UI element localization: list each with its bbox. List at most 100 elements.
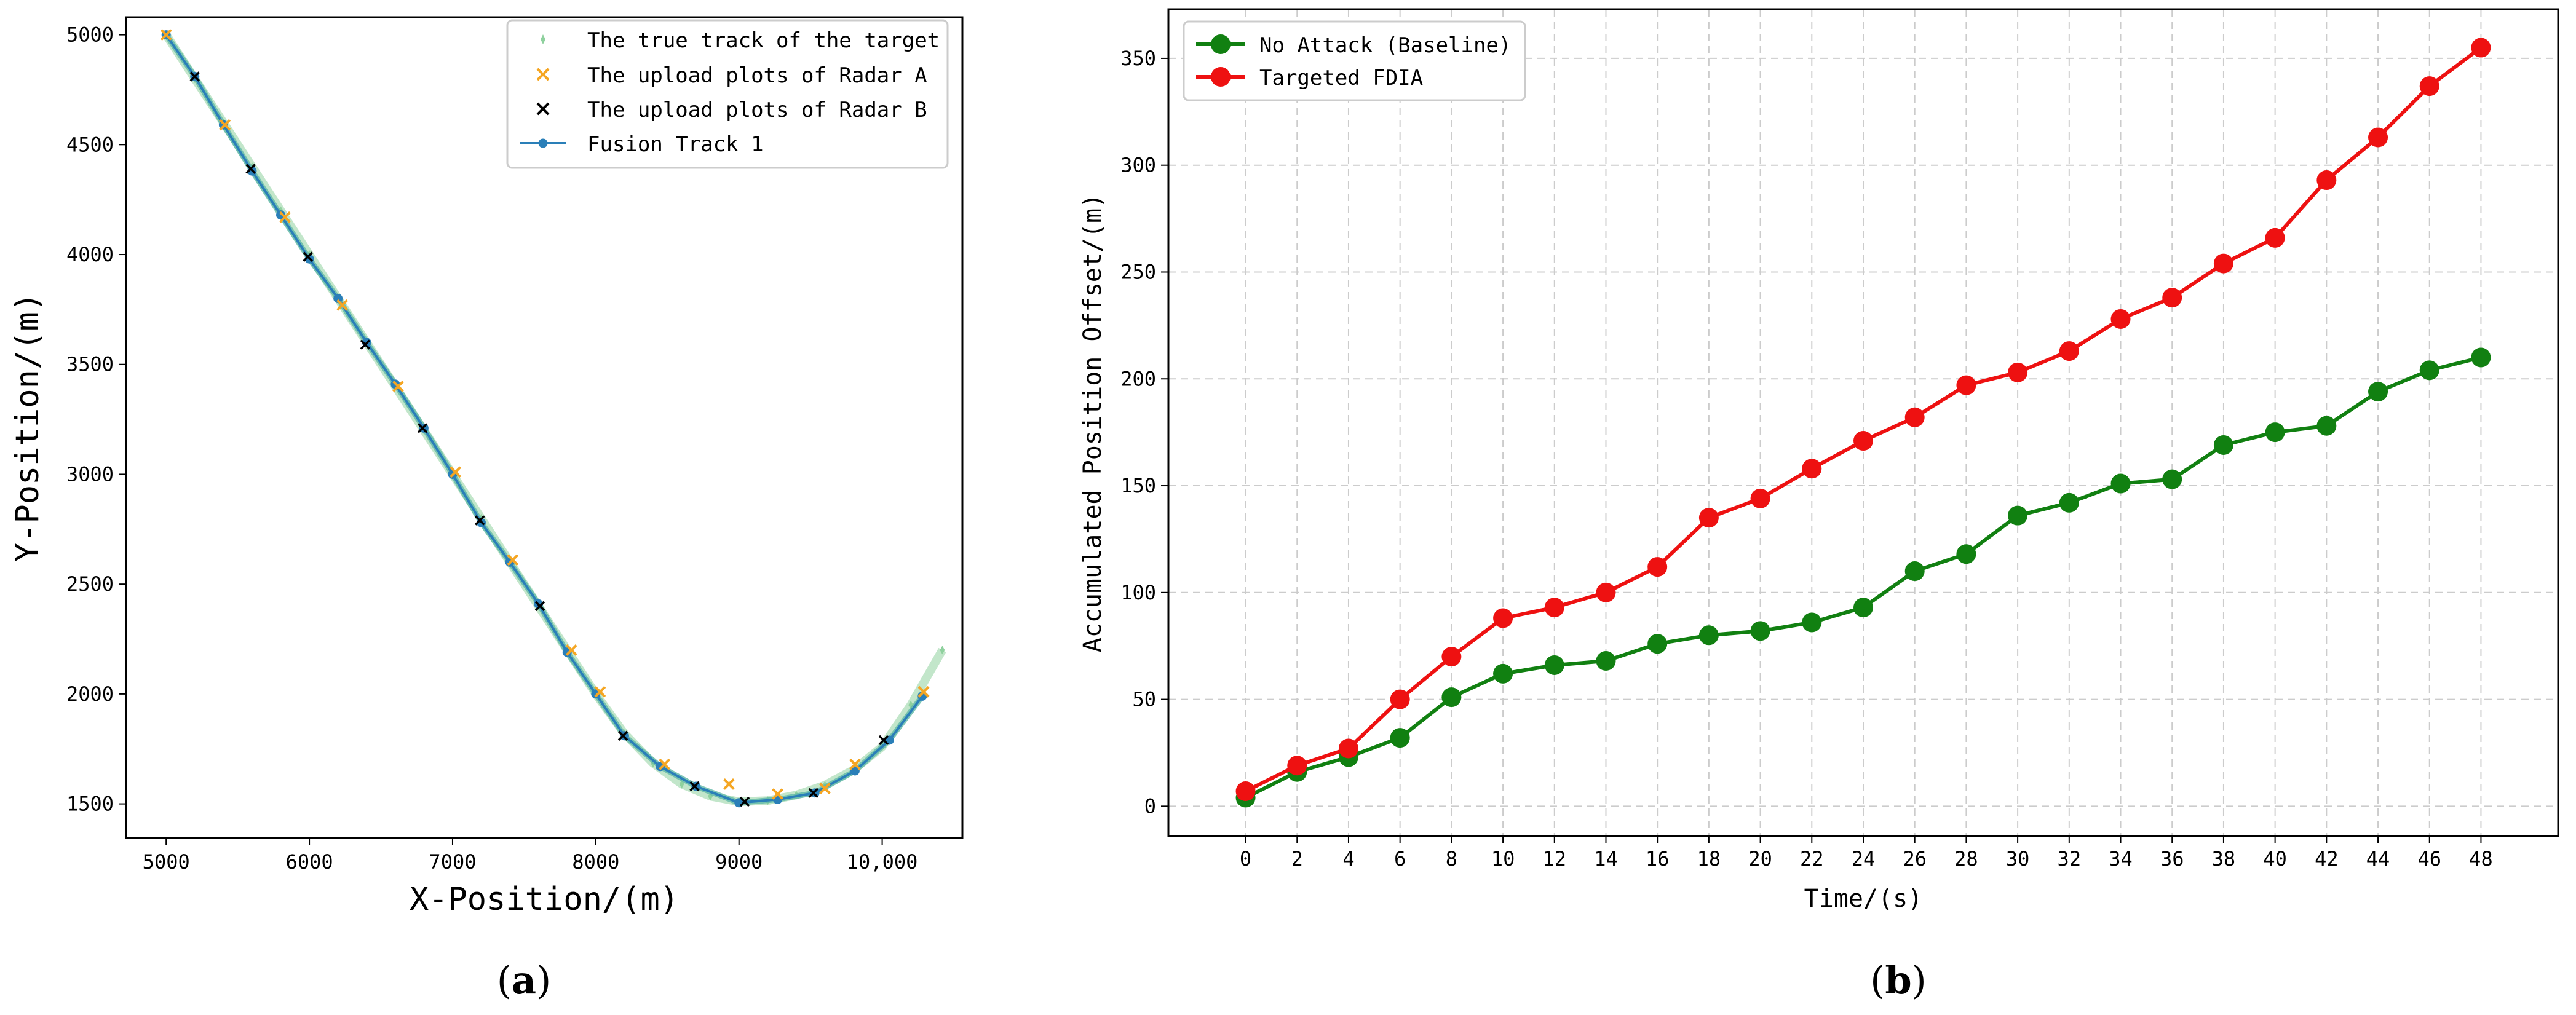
panel-a-y-tick-label: 3000 bbox=[66, 462, 114, 486]
radar-a-plot bbox=[279, 211, 291, 223]
data-point-fdia bbox=[1956, 375, 1976, 395]
panel-a-y-tick-label: 4500 bbox=[66, 133, 114, 156]
data-point-fdia bbox=[2419, 76, 2439, 97]
radar-a-plot bbox=[507, 554, 519, 566]
panel-b-x-tick-label: 10 bbox=[1491, 847, 1515, 871]
panel-a-x-tick-label: 9000 bbox=[715, 850, 763, 874]
panel-b-x-tick-label: 8 bbox=[1446, 847, 1457, 871]
panel-b-x-tick-label: 48 bbox=[2469, 847, 2493, 871]
data-point-baseline bbox=[2008, 505, 2028, 526]
fusion-track-point bbox=[656, 762, 665, 772]
panel-b-x-tick-label: 2 bbox=[1291, 847, 1303, 871]
radar-a-plot bbox=[219, 119, 231, 131]
panel-b-y-ticks: 0 50 100 150 200 250 300 350 bbox=[1120, 47, 1168, 818]
data-point-fdia bbox=[1853, 431, 1873, 451]
panel-a-y-label: Y-Position/(m) bbox=[9, 293, 46, 562]
panel-b-x-tick-label: 18 bbox=[1697, 847, 1721, 871]
panel-a-y-tick-label: 5000 bbox=[66, 23, 114, 47]
panel-b-x-tick-label: 42 bbox=[2315, 847, 2339, 871]
data-point-fdia bbox=[1750, 488, 1770, 508]
data-point-fdia bbox=[1235, 781, 1256, 802]
panel-a-legend-swatches bbox=[520, 34, 566, 148]
data-point-baseline bbox=[2265, 422, 2285, 443]
data-point-fdia bbox=[2471, 38, 2491, 58]
radar-a-plot bbox=[819, 783, 831, 794]
legend-swatch-baseline-dot bbox=[1211, 34, 1231, 54]
legend-swatch-fdia-dot bbox=[1211, 67, 1231, 87]
panel-a-series bbox=[160, 29, 946, 808]
panel-a-x-tick-label: 6000 bbox=[286, 850, 333, 874]
data-point-fdia bbox=[1904, 407, 1925, 427]
radar-b-plot bbox=[474, 515, 485, 526]
data-point-fdia bbox=[1493, 608, 1513, 628]
radar-a-plot bbox=[336, 299, 349, 311]
radar-a-plot bbox=[392, 381, 404, 392]
radar-b-plot bbox=[189, 71, 200, 82]
fusion-track-point bbox=[562, 647, 572, 657]
data-point-fdia bbox=[1338, 738, 1358, 759]
panel-b-y-tick-label: 300 bbox=[1120, 154, 1156, 177]
data-point-baseline bbox=[1802, 612, 1822, 633]
data-point-baseline bbox=[2419, 360, 2439, 381]
radar-b-plot bbox=[534, 601, 545, 612]
panel-a-legend-box bbox=[506, 19, 949, 169]
panel-b-x-tick-label: 30 bbox=[2006, 847, 2030, 871]
radar-a-plot bbox=[594, 685, 606, 698]
data-point-fdia bbox=[1698, 508, 1719, 528]
radar-a-plot bbox=[450, 466, 462, 478]
legend-swatch-fusion-dot bbox=[538, 138, 548, 148]
data-point-baseline bbox=[2162, 469, 2182, 489]
panel-a-caption: (a) bbox=[497, 958, 552, 1003]
panel-b-legend: No Attack (Baseline) Targeted FDIA bbox=[1183, 20, 1526, 101]
panel-b-y-tick-label: 150 bbox=[1120, 474, 1156, 497]
panel-b-x-tick-label: 12 bbox=[1543, 847, 1567, 871]
panel-b-grid bbox=[1168, 9, 2558, 836]
panel-b-legend-box bbox=[1183, 20, 1526, 101]
panel-a-y-ticks: 1500 2000 2500 3000 3500 4000 4500 5000 bbox=[66, 23, 126, 816]
panel-a-x-label: X-Position/(m) bbox=[410, 881, 679, 918]
radar-b-plot bbox=[808, 788, 819, 798]
panel-a-y-tick-label: 1500 bbox=[66, 792, 114, 816]
data-point-baseline bbox=[1596, 651, 1616, 671]
radar-b-plot bbox=[617, 730, 628, 741]
panel-b-y-tick-label: 0 bbox=[1144, 794, 1156, 818]
data-point-fdia bbox=[1441, 647, 1462, 667]
radar-b-plot bbox=[878, 735, 889, 746]
radar-b-plot bbox=[689, 781, 700, 792]
panel-a-x-tick-label: 10,000 bbox=[847, 850, 918, 874]
radar-a-plot bbox=[917, 685, 930, 698]
panel-b-x-tick-label: 38 bbox=[2212, 847, 2236, 871]
panel-a-x-tick-label: 5000 bbox=[143, 850, 190, 874]
panel-b-x-tick-label: 20 bbox=[1748, 847, 1772, 871]
data-point-fdia bbox=[2162, 288, 2182, 308]
fusion-track-point bbox=[850, 766, 860, 776]
panel-a-legend-entry-fusion: Fusion Track 1 bbox=[587, 132, 764, 157]
data-point-fdia bbox=[1647, 557, 1668, 577]
data-point-baseline bbox=[1493, 663, 1513, 684]
panel-b-x-tick-label: 36 bbox=[2160, 847, 2184, 871]
panel-a-legend-entry-true-track: The true track of the target bbox=[587, 28, 940, 53]
panel-b-x-ticks: 0 2 4 6 8 10 12 14 16 18 20 22 24 26 28 30 32 34 36 38 40 42 4… bbox=[1240, 836, 2493, 871]
data-point-baseline bbox=[2059, 492, 2079, 513]
panel-b-x-tick-label: 34 bbox=[2109, 847, 2133, 871]
data-point-fdia bbox=[2008, 362, 2028, 382]
data-point-baseline bbox=[1904, 561, 1925, 582]
data-point-baseline bbox=[2213, 435, 2233, 455]
panel-b-x-tick-label: 24 bbox=[1852, 847, 1876, 871]
data-point-baseline bbox=[1441, 687, 1462, 708]
radar-b-plot bbox=[739, 796, 750, 807]
data-point-baseline bbox=[1698, 625, 1719, 646]
panel-b-y-tick-label: 350 bbox=[1120, 47, 1156, 70]
panel-a-legend-entry-radar-a: The upload plots of Radar A bbox=[587, 63, 927, 88]
radar-b-plot bbox=[303, 251, 313, 262]
fusion-track-point bbox=[591, 689, 601, 699]
legend-swatch-radar-a bbox=[536, 68, 550, 81]
data-point-fdia bbox=[2213, 253, 2233, 274]
panel-a-y-tick-label: 2500 bbox=[66, 572, 114, 596]
data-point-fdia bbox=[2059, 341, 2079, 361]
data-point-fdia bbox=[2316, 170, 2337, 191]
panel-b: 0 2 4 6 8 10 12 14 16 18 20 22 24 26 28 30 32 34 36 38 40 42 4… bbox=[1079, 8, 2559, 1003]
panel-b-caption: (b) bbox=[1870, 958, 1927, 1003]
data-point-fdia bbox=[1287, 756, 1307, 776]
panel-b-x-tick-label: 14 bbox=[1594, 847, 1618, 871]
